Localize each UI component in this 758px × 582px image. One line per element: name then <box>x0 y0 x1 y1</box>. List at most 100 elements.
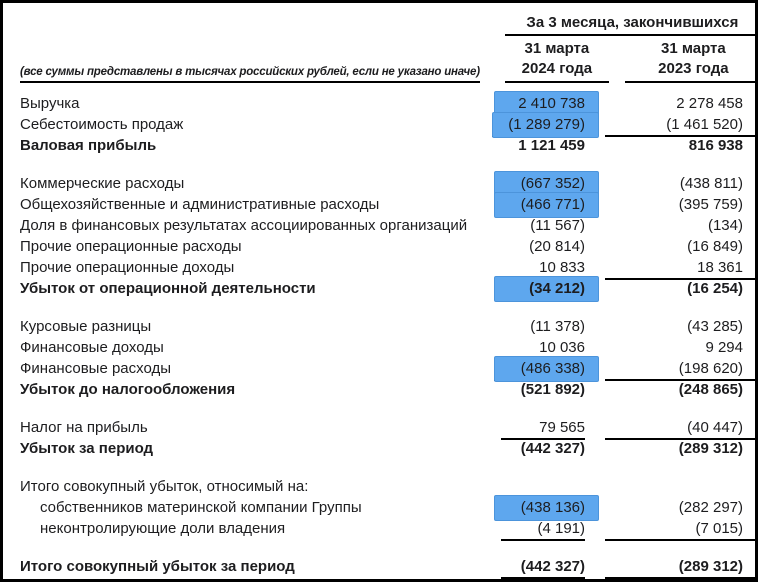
column-header-2023-date: 31 марта <box>661 40 726 57</box>
value-2023: (289 312) <box>601 438 755 459</box>
table-row: неконтролирующие доли владения (4 191) (… <box>3 518 755 541</box>
value-2024: (667 352) <box>475 171 601 197</box>
value-2023 <box>601 476 755 497</box>
value-2023: (438 811) <box>601 173 755 194</box>
value: (4 191) <box>537 520 585 537</box>
value-2024-rule: (20 814) <box>501 236 585 257</box>
row-label: Курсовые разницы <box>20 318 152 335</box>
value-2024: (1 289 279) <box>475 112 601 138</box>
value-2024 <box>475 476 601 497</box>
highlighted-value: (1 289 279) <box>492 112 599 138</box>
value: 18 361 <box>697 259 743 276</box>
table-row: Финансовые доходы 10 036 9 294 <box>3 337 755 358</box>
table-row: Курсовые разницы (11 378) (43 285) <box>3 316 755 337</box>
statement-rows: Выручка 2 410 738 2 278 458 Себестоимост… <box>3 91 755 579</box>
value: (16 254) <box>687 280 743 297</box>
row-label: неконтролирующие доли владения <box>40 520 286 537</box>
value: (11 378) <box>530 318 585 335</box>
value: (134) <box>707 217 743 234</box>
units-note-wrap: (все суммы представлены в тысячах россий… <box>20 62 480 83</box>
value: (7 015) <box>695 520 743 537</box>
value-2023-rule: 9 294 <box>605 337 755 358</box>
table-row: Общехозяйственные и административные рас… <box>3 192 755 218</box>
value-2024-rule: (4 191) <box>501 518 585 541</box>
row-label: Доля в финансовых результатах ассоцииров… <box>20 217 468 234</box>
value: (289 312) <box>678 440 743 457</box>
period-title: За 3 месяца, закончившихся <box>504 14 755 36</box>
row-label: Итого совокупный убыток, относимый на: <box>20 478 309 495</box>
value: (521 892) <box>520 381 585 398</box>
column-header-2024: 31 марта 2024 года <box>504 39 609 83</box>
value-2024-rule: 10 036 <box>501 337 585 358</box>
value-2023-rule: 2 278 458 <box>605 93 755 114</box>
highlighted-value: (466 771) <box>494 192 599 218</box>
value-2024-rule: (11 378) <box>501 316 585 337</box>
value-2023-rule: (7 015) <box>605 518 755 541</box>
value-2023-rule: (282 297) <box>605 497 755 518</box>
value-2023-rule: 18 361 <box>605 257 755 280</box>
table-row: Убыток до налогообложения (521 892) (248… <box>3 379 755 400</box>
value-2023: (289 312) <box>601 556 755 579</box>
value-2023: (16 254) <box>601 278 755 299</box>
row-label: Финансовые расходы <box>20 360 172 377</box>
value-2023: 18 361 <box>601 257 755 280</box>
row-label: Итого совокупный убыток за период <box>20 558 295 575</box>
column-header-2024-year: 2024 года <box>521 60 593 77</box>
value-2024: (4 191) <box>475 518 601 541</box>
row-label: Прочие операционные расходы <box>20 238 242 255</box>
table-row: Прочие операционные расходы (20 814) (16… <box>3 236 755 257</box>
value: (442 327) <box>520 440 585 457</box>
value-2023: (40 447) <box>601 417 755 440</box>
row-label: Себестоимость продаж <box>20 116 184 133</box>
value-2024-rule: (34 212) <box>494 276 599 302</box>
column-header-2023-year: 2023 года <box>658 60 729 77</box>
row-label: Убыток до налогообложения <box>20 381 236 398</box>
value: (20 814) <box>529 238 585 255</box>
value-2024: 10 036 <box>475 337 601 358</box>
table-row: Убыток от операционной деятельности (34 … <box>3 276 755 302</box>
value-2024-rule: (442 327) <box>501 438 585 459</box>
value-2024: (20 814) <box>475 236 601 257</box>
value-2023-rule: (248 865) <box>605 379 755 400</box>
value-2024-rule: (442 327) <box>501 556 585 579</box>
value: 2 278 458 <box>676 95 743 112</box>
value-2023-rule: (1 461 520) <box>605 114 755 137</box>
value-2023: (248 865) <box>601 379 755 400</box>
value-2024: (442 327) <box>475 438 601 459</box>
value-2024: (521 892) <box>475 379 601 400</box>
value: (43 285) <box>687 318 743 335</box>
value: (198 620) <box>678 360 743 377</box>
row-label: Финансовые доходы <box>20 339 164 356</box>
row-label: Выручка <box>20 95 80 112</box>
value-2024-rule: (11 567) <box>501 215 585 236</box>
value-2023-rule: (134) <box>605 215 755 236</box>
highlighted-value: (34 212) <box>494 276 599 302</box>
column-header-2024-date: 31 марта <box>524 40 590 57</box>
value-2024-rule: 79 565 <box>501 417 585 440</box>
period-columns-header: За 3 месяца, закончившихся 31 марта 2024… <box>480 14 755 83</box>
table-row: Итого совокупный убыток за период (442 3… <box>3 556 755 579</box>
value-2023: (7 015) <box>601 518 755 541</box>
statement-header: (все суммы представлены в тысячах россий… <box>3 3 755 83</box>
value: (11 567) <box>530 217 585 234</box>
table-row: Налог на прибыль 79 565 (40 447) <box>3 417 755 440</box>
units-note: (все суммы представлены в тысячах россий… <box>20 66 480 83</box>
value: 9 294 <box>705 339 743 356</box>
value: (16 849) <box>687 238 743 255</box>
table-row: Итого совокупный убыток, относимый на: <box>3 476 755 497</box>
row-label: Убыток за период <box>20 440 154 457</box>
value-2024: (466 771) <box>475 192 601 218</box>
value-2023: 9 294 <box>601 337 755 358</box>
table-row: Финансовые расходы (486 338) (198 620) <box>3 356 755 382</box>
value: (248 865) <box>678 381 743 398</box>
value: 816 938 <box>688 137 743 154</box>
value-2024: (11 378) <box>475 316 601 337</box>
value-2023-rule <box>605 476 755 497</box>
table-row: Валовая прибыль 1 121 459 816 938 <box>3 135 755 156</box>
value-2024-rule: (667 352) <box>494 171 599 197</box>
value-2024-rule: (466 771) <box>494 192 599 218</box>
value-2023: (16 849) <box>601 236 755 257</box>
highlighted-value: (438 136) <box>494 495 599 521</box>
value-2023-rule: (289 312) <box>605 556 755 579</box>
value-2024: 1 121 459 <box>475 135 601 156</box>
